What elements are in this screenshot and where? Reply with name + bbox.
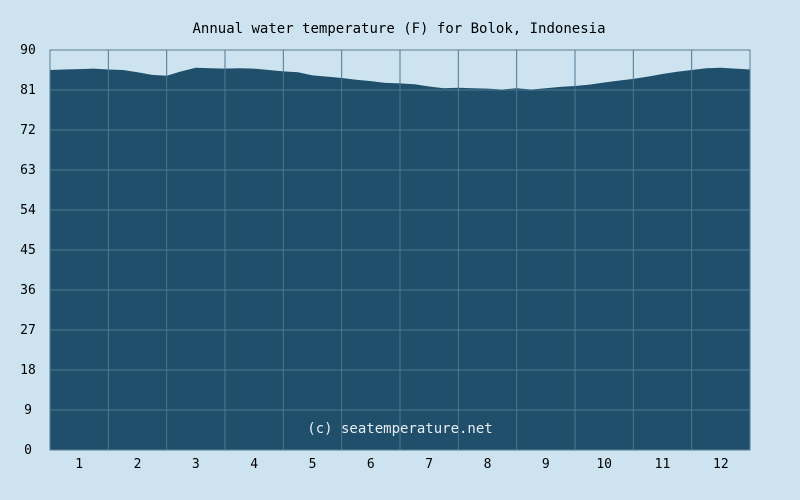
y-tick-label: 90 xyxy=(20,43,36,58)
credit-annotation: (c) seatemperature.net xyxy=(307,421,492,437)
x-tick-label: 8 xyxy=(484,457,492,472)
y-tick-label: 36 xyxy=(20,283,36,298)
x-tick-label: 1 xyxy=(75,457,83,472)
y-tick-label: 0 xyxy=(24,443,32,458)
y-tick-label: 63 xyxy=(20,163,36,178)
y-tick-label: 45 xyxy=(20,243,36,258)
x-tick-label: 5 xyxy=(309,457,317,472)
y-tick-label: 9 xyxy=(24,403,32,418)
x-tick-label: 12 xyxy=(713,457,729,472)
x-tick-label: 6 xyxy=(367,457,375,472)
y-tick-label: 54 xyxy=(20,203,36,218)
x-tick-label: 7 xyxy=(425,457,433,472)
x-tick-label: 9 xyxy=(542,457,550,472)
x-tick-label: 4 xyxy=(250,457,258,472)
y-tick-label: 27 xyxy=(20,323,36,338)
x-tick-label: 10 xyxy=(596,457,612,472)
x-tick-label: 3 xyxy=(192,457,200,472)
plot-frame xyxy=(49,49,751,451)
y-tick-label: 81 xyxy=(20,83,36,98)
chart-title: Annual water temperature (F) for Bolok, … xyxy=(192,21,605,37)
x-tick-label: 11 xyxy=(655,457,671,472)
x-tick-label: 2 xyxy=(134,457,142,472)
y-tick-label: 18 xyxy=(20,363,36,378)
y-tick-label: 72 xyxy=(20,123,36,138)
